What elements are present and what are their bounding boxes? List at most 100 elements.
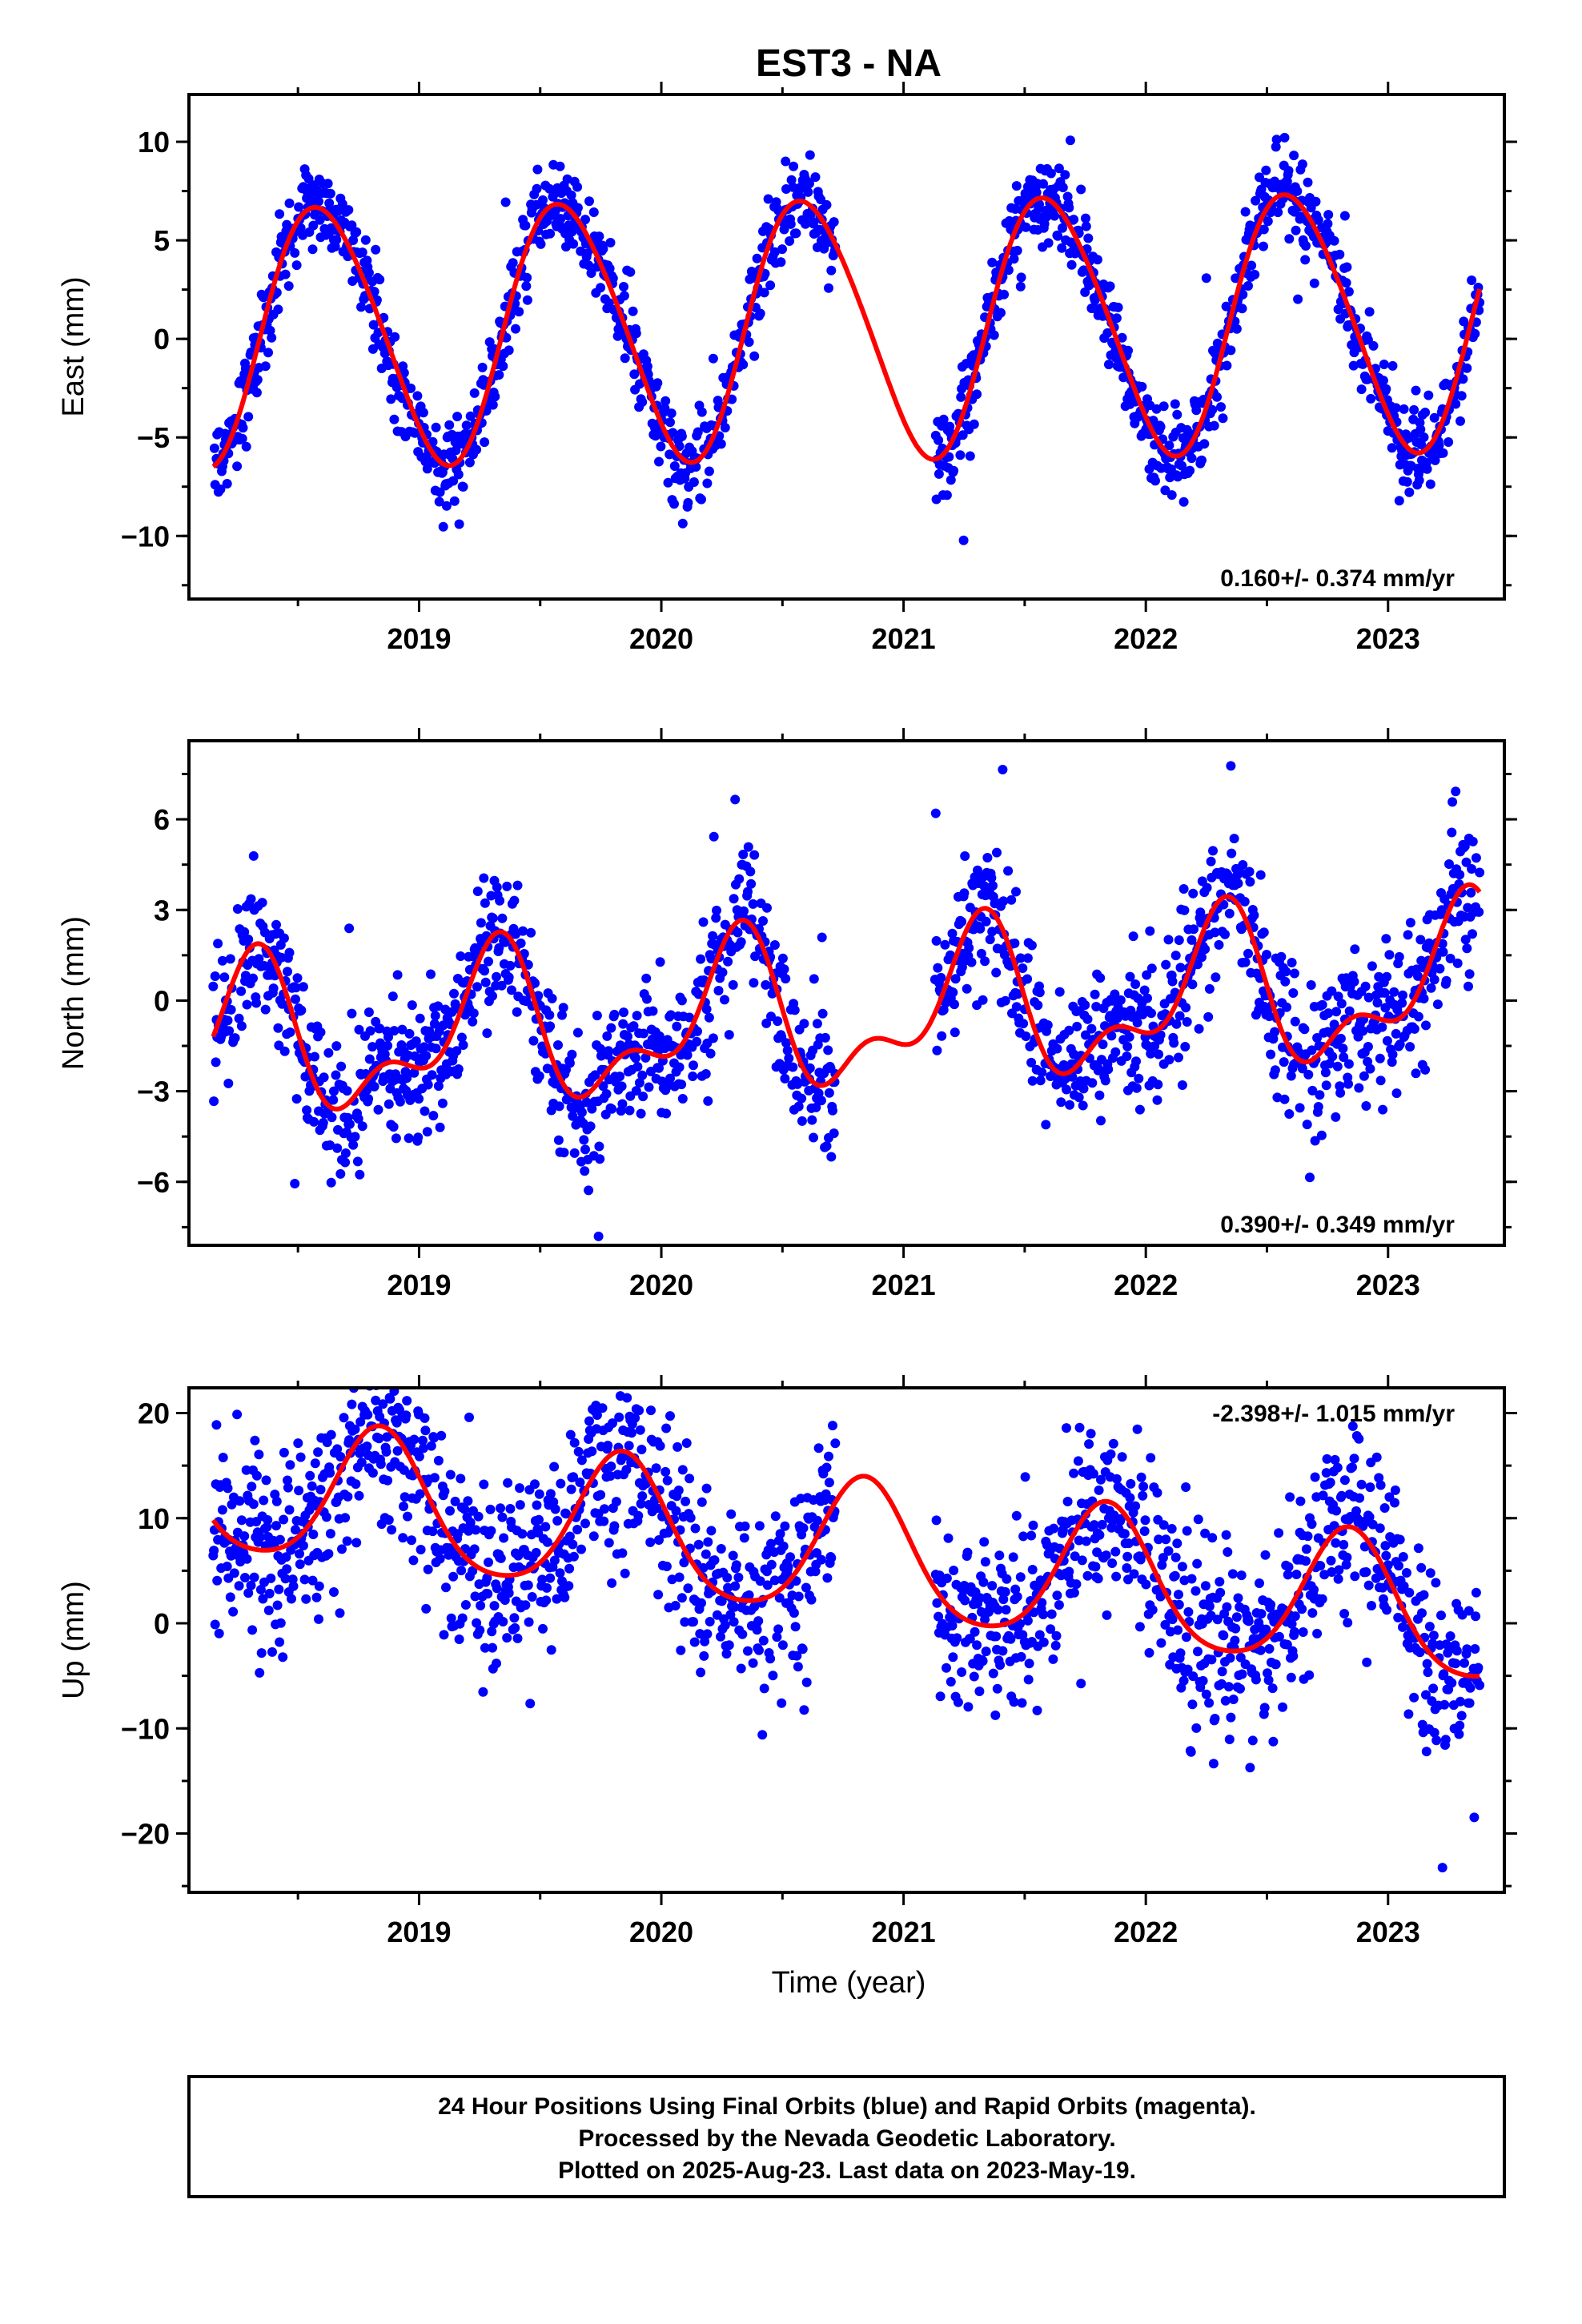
data-point [471, 1525, 481, 1535]
data-point [616, 1081, 627, 1092]
data-point [1371, 1452, 1382, 1462]
data-point [354, 1024, 364, 1035]
data-point [398, 1533, 408, 1543]
data-point [505, 1504, 516, 1514]
data-point [342, 1536, 352, 1546]
data-point [1193, 959, 1203, 970]
data-point [371, 244, 381, 255]
data-point [586, 268, 596, 278]
data-point [1228, 1695, 1239, 1704]
data-point [421, 1603, 432, 1614]
data-point [477, 362, 488, 372]
data-point [291, 1094, 302, 1104]
data-point [480, 966, 490, 976]
data-point [817, 932, 827, 943]
data-point [769, 1575, 780, 1586]
data-point [1415, 1647, 1425, 1658]
data-point [1403, 930, 1413, 940]
data-point [969, 1671, 979, 1682]
data-point [1142, 970, 1152, 980]
data-point [1469, 1812, 1480, 1823]
data-point [681, 1496, 691, 1506]
data-point [1431, 1735, 1442, 1746]
data-point [354, 1490, 364, 1501]
data-point [400, 1492, 410, 1502]
data-point [248, 850, 259, 861]
data-point [1218, 413, 1228, 424]
data-point [545, 228, 556, 239]
data-point [291, 983, 301, 993]
data-point [703, 1096, 713, 1106]
data-point [1451, 786, 1461, 797]
data-point [496, 1503, 505, 1514]
data-point [766, 1559, 777, 1570]
data-point [1113, 302, 1123, 312]
data-point [1300, 255, 1311, 265]
data-point [456, 1032, 467, 1043]
data-point [1216, 402, 1226, 412]
data-point [486, 1526, 496, 1536]
data-point [1037, 1598, 1047, 1608]
data-point [781, 1038, 791, 1048]
footer-line-2: Processed by the Nevada Geodetic Laborat… [578, 2125, 1115, 2152]
data-point [313, 1447, 323, 1458]
data-point [1042, 211, 1052, 222]
data-point [1135, 1554, 1146, 1565]
data-point [454, 1634, 464, 1644]
data-point [1317, 1594, 1327, 1604]
data-point [1189, 924, 1199, 935]
data-point [1125, 971, 1135, 982]
data-point [1303, 1069, 1314, 1080]
data-point [1425, 1568, 1435, 1578]
data-point [314, 196, 323, 207]
data-point [516, 938, 526, 948]
data-point [1203, 1011, 1214, 1022]
data-point [308, 220, 319, 231]
data-point [1364, 1512, 1375, 1522]
data-point [1147, 1605, 1158, 1615]
data-point [368, 320, 379, 330]
data-point [305, 1470, 315, 1481]
data-point [532, 164, 543, 175]
data-point [596, 283, 606, 293]
data-point [230, 1033, 240, 1043]
data-point [677, 1094, 688, 1104]
data-point [291, 260, 302, 271]
data-point [1333, 991, 1343, 1002]
data-point [1108, 1438, 1118, 1449]
data-point [620, 353, 630, 364]
data-point [527, 1592, 537, 1602]
data-point [960, 851, 970, 861]
data-point [978, 995, 988, 1005]
data-point [351, 1538, 362, 1548]
data-point [488, 913, 498, 923]
data-point [511, 324, 520, 334]
data-point [1301, 1556, 1311, 1566]
data-point [1339, 1539, 1349, 1550]
data-point [1003, 866, 1014, 876]
data-point [1170, 1570, 1180, 1581]
data-point [1201, 1689, 1211, 1699]
data-point [279, 1046, 290, 1056]
data-point [1188, 1671, 1199, 1682]
data-point [634, 1405, 644, 1416]
data-point [793, 1101, 804, 1112]
data-point [1129, 1569, 1139, 1579]
data-point [281, 1552, 291, 1562]
data-point [1174, 1011, 1185, 1021]
x-tick-label: 2019 [387, 622, 451, 655]
data-point [778, 1541, 789, 1551]
data-point [1261, 165, 1271, 175]
data-point [362, 1084, 372, 1095]
data-point [620, 1568, 630, 1578]
data-point [279, 1447, 289, 1458]
data-point [1237, 304, 1247, 314]
data-point [1086, 1023, 1097, 1034]
data-point [428, 436, 438, 447]
data-point [780, 1073, 790, 1084]
data-point [538, 195, 548, 205]
data-point [464, 1412, 474, 1422]
data-point [373, 1104, 383, 1115]
data-point [938, 414, 949, 424]
y-tick-label: 0 [154, 984, 170, 1017]
